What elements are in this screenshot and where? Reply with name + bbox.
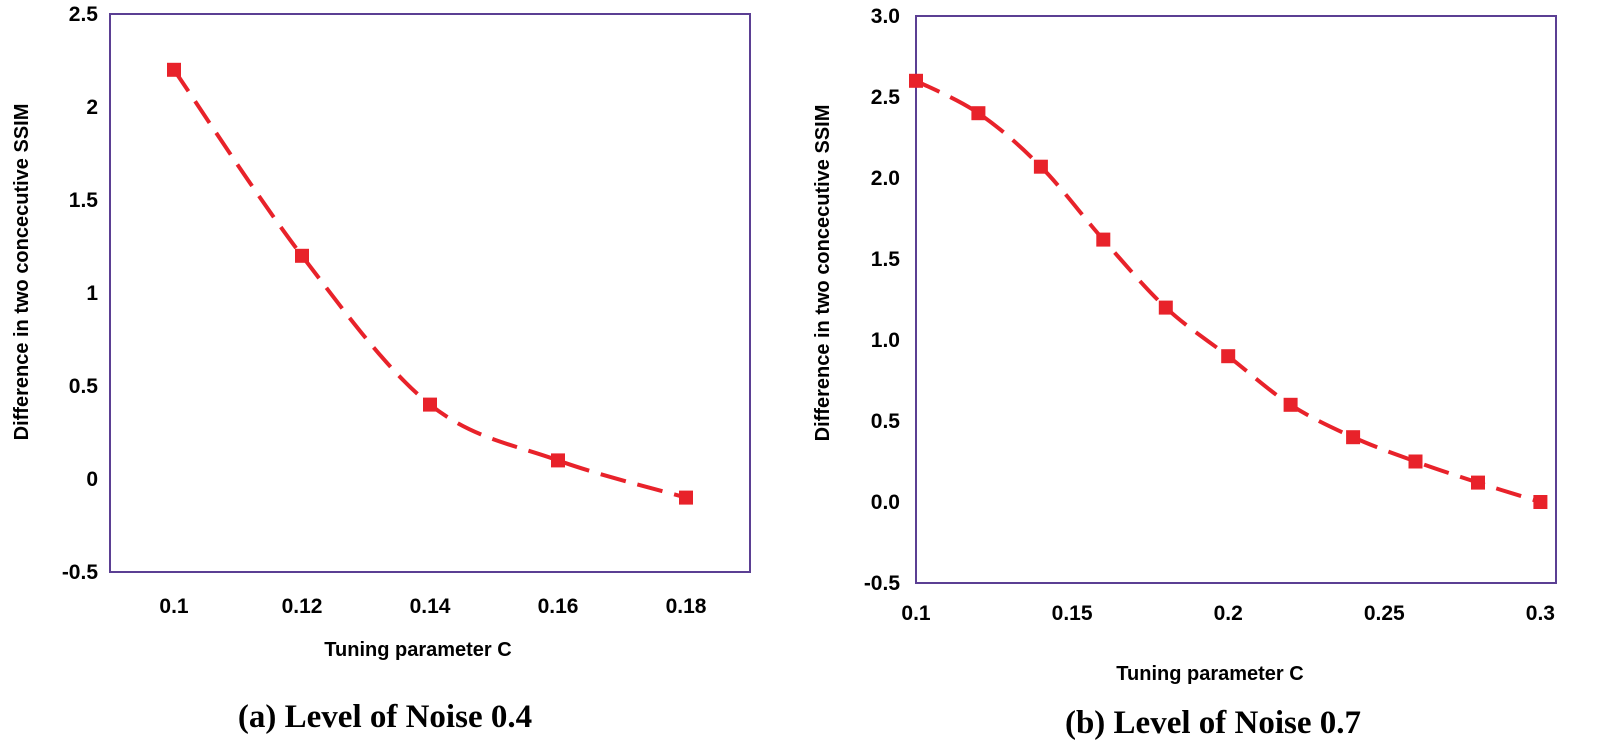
x-axis-title: Tuning parameter C bbox=[1116, 663, 1303, 685]
x-tick-label: 0.1 bbox=[901, 602, 931, 625]
plot-frame bbox=[109, 13, 751, 573]
series-line bbox=[915, 79, 1541, 504]
x-tick-label: 0.16 bbox=[538, 595, 579, 618]
chart-a: -0.5 0 0.5 1 1.5 2 2.5 0.1 0.12 0.14 0.16 0.18 Tunin… bbox=[11, 3, 751, 735]
y-tick-label: 1.0 bbox=[871, 329, 900, 352]
y-tick-label: 2.5 bbox=[69, 3, 99, 26]
y-tick-label: -0.5 bbox=[62, 561, 99, 584]
y-tick-label: 0.0 bbox=[871, 491, 900, 514]
y-tick-label: 0 bbox=[86, 468, 98, 491]
data-point-marker bbox=[909, 73, 923, 88]
y-tick-label: 1 bbox=[86, 282, 98, 305]
data-point-marker bbox=[295, 248, 309, 263]
y-tick-label: 1.5 bbox=[69, 189, 99, 212]
y-tick-label: -0.5 bbox=[864, 572, 901, 595]
y-axis-title: Difference in two concecutive SSIM bbox=[11, 104, 33, 441]
y-tick-label: 3.0 bbox=[871, 5, 900, 28]
x-tick-label: 0.3 bbox=[1526, 602, 1555, 625]
chart-b: -0.5 0.0 0.5 1.0 1.5 2.0 2.5 3.0 0.1 0.15 0.2 0.25 0… bbox=[812, 5, 1557, 741]
series-line bbox=[172, 68, 687, 500]
data-point-marker bbox=[1533, 495, 1548, 509]
x-axis-title: Tuning parameter C bbox=[324, 639, 511, 661]
y-tick-label: 2 bbox=[86, 96, 98, 119]
x-tick-label: 0.1 bbox=[159, 595, 189, 618]
data-point-marker bbox=[1033, 159, 1048, 174]
chart-caption: (b) Level of Noise 0.7 bbox=[1065, 705, 1361, 741]
y-tick-label: 2.5 bbox=[871, 86, 901, 109]
x-tick-label: 0.18 bbox=[666, 595, 707, 618]
y-tick-label: 0.5 bbox=[69, 375, 99, 398]
y-axis-title: Difference in two concecutive SSIM bbox=[812, 105, 834, 442]
y-tick-label: 1.5 bbox=[871, 248, 901, 271]
data-point-marker bbox=[1408, 454, 1423, 469]
data-point-marker bbox=[1471, 475, 1485, 490]
chart-caption: (a) Level of Noise 0.4 bbox=[238, 699, 532, 735]
x-tick-label: 0.15 bbox=[1052, 602, 1093, 625]
data-point-marker bbox=[1346, 430, 1361, 445]
x-tick-label: 0.14 bbox=[410, 595, 451, 618]
x-tick-label: 0.25 bbox=[1364, 602, 1405, 625]
data-point-marker bbox=[1158, 300, 1173, 315]
y-tick-label: 2.0 bbox=[871, 167, 900, 190]
x-tick-label: 0.2 bbox=[1214, 602, 1243, 625]
plot-frame bbox=[915, 15, 1557, 584]
data-point-marker bbox=[423, 397, 437, 412]
x-tick-label: 0.12 bbox=[282, 595, 323, 618]
data-point-marker bbox=[167, 62, 181, 77]
data-point-marker bbox=[971, 106, 986, 121]
data-point-marker bbox=[1283, 397, 1298, 412]
data-point-marker bbox=[551, 453, 565, 468]
y-tick-label: 0.5 bbox=[871, 410, 901, 433]
data-point-marker bbox=[1096, 232, 1111, 247]
data-point-marker bbox=[1221, 349, 1236, 364]
data-point-marker bbox=[679, 490, 693, 505]
